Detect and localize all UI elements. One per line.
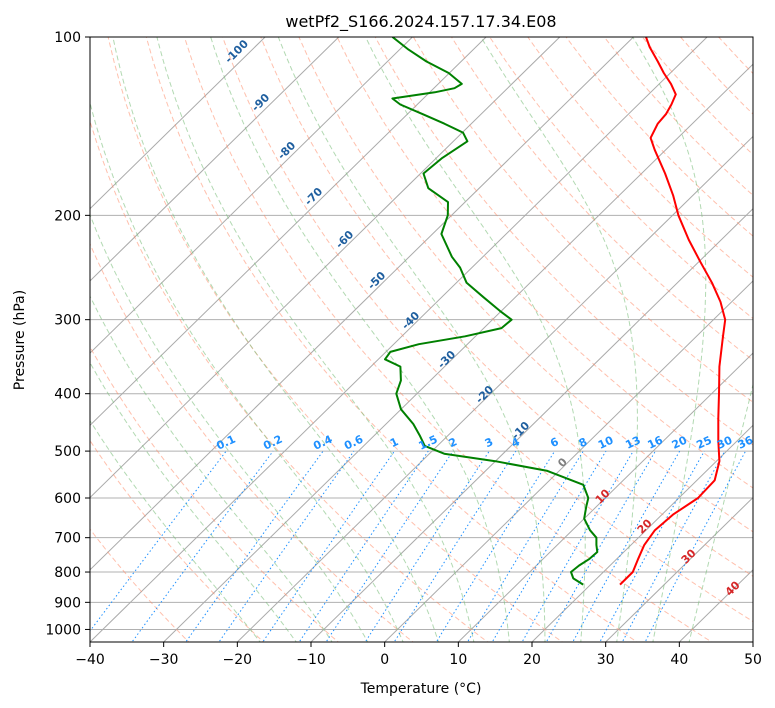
moist-adiabat-line — [90, 213, 369, 642]
dry-adiabat-line — [336, 37, 753, 489]
mixing-ratio-label: 20 — [670, 433, 690, 451]
mixing-ratio-line — [218, 450, 355, 642]
mixing-ratio-label: 10 — [596, 433, 616, 451]
moist-adiabat-line — [632, 37, 707, 642]
moist-adiabat-line — [688, 382, 753, 642]
dry-adiabat-line — [298, 37, 753, 533]
x-tick-label: 20 — [523, 652, 541, 668]
mixing-ratio-line — [185, 450, 324, 642]
isotherm-line — [90, 37, 266, 210]
isotherm-line — [90, 37, 561, 499]
moist-adiabat-line — [156, 37, 475, 642]
isotherm-line — [236, 135, 753, 642]
x-tick-label: 30 — [597, 652, 615, 668]
y-tick-label: 600 — [54, 491, 81, 507]
mixing-ratio-line — [131, 450, 274, 642]
isotherm-line — [90, 37, 487, 427]
moist-adiabat-lines — [90, 37, 753, 642]
dry-adiabat-line — [90, 242, 414, 642]
y-tick-label: 800 — [54, 565, 81, 581]
mixing-ratio-line — [599, 450, 705, 642]
dry-adiabat-line — [90, 528, 190, 642]
y-tick-label: 400 — [54, 387, 81, 403]
y-tick-label: 100 — [54, 30, 81, 46]
dry-adiabat-line — [107, 37, 564, 642]
dry-adiabat-line — [374, 37, 753, 446]
dry-adiabat-line — [489, 37, 753, 320]
mixing-ratio-line — [521, 450, 634, 642]
y-tick-label: 200 — [54, 208, 81, 224]
temperature-profile-line — [619, 37, 727, 586]
isotherm-line — [384, 280, 753, 642]
x-axis-label: Temperature (°C) — [360, 681, 482, 697]
dry-adiabat-line — [145, 37, 638, 642]
x-tick-label: −20 — [223, 652, 253, 668]
mixing-ratio-label: 36 — [736, 433, 756, 451]
dry-adiabat-line — [90, 439, 265, 642]
y-axis-label: Pressure (hPa) — [12, 290, 28, 390]
dry-adiabat-line — [222, 37, 753, 623]
profile-lines — [384, 37, 727, 586]
isotherm-line — [163, 63, 753, 642]
x-tick-label: 0 — [380, 652, 389, 668]
y-tick-label: 300 — [54, 313, 81, 329]
dry-adiabat-lines — [90, 37, 753, 642]
moist-adiabat-line — [112, 37, 440, 642]
moist-adiabat-line — [90, 419, 261, 642]
isotherm-line — [90, 37, 708, 642]
mixing-ratio-line — [393, 450, 517, 642]
chart-title: wetPf2_S166.2024.157.17.34.E08 — [285, 12, 556, 32]
isotherm-line — [90, 37, 413, 354]
isotherm-line — [90, 37, 634, 571]
moist-adiabat-line — [480, 37, 638, 642]
isotherm-line — [605, 496, 753, 642]
y-tick-label: 1000 — [45, 622, 81, 638]
y-tick-label: 900 — [54, 595, 81, 611]
moist-adiabat-line — [277, 37, 546, 642]
y-tick-label: 500 — [54, 444, 81, 460]
x-tick-label: −30 — [149, 652, 179, 668]
dry-adiabat-line — [183, 37, 713, 642]
mixing-ratio-line — [491, 450, 607, 642]
plot-frame — [89, 36, 754, 643]
x-tick-label: 10 — [449, 652, 467, 668]
mixing-ratio-label: 13 — [623, 434, 642, 452]
mixing-ratio-label: 16 — [646, 433, 666, 451]
moist-adiabat-line — [90, 295, 333, 642]
moist-adiabat-line — [90, 100, 404, 642]
x-tick-label: −10 — [296, 652, 326, 668]
mixing-ratio-line — [435, 450, 556, 642]
mixing-ratio-line — [364, 450, 490, 642]
isotherm-line — [90, 37, 340, 282]
mixing-ratio-line — [262, 450, 395, 642]
x-tick-label: 40 — [670, 652, 688, 668]
y-tick-label: 700 — [54, 531, 81, 547]
mixing-ratio-line — [325, 450, 454, 642]
x-tick-label: 50 — [744, 652, 762, 668]
axes: −40 −30 −20 −10 0 10 20 30 40 50 100 200 300 400 500 60… — [45, 30, 762, 668]
moist-adiabat-line — [210, 37, 510, 642]
mixing-ratio-line — [644, 450, 747, 642]
mixing-ratio-label: 25 — [694, 434, 713, 452]
mixing-ratio-line — [298, 450, 429, 642]
mixing-ratio-label: 30 — [715, 433, 735, 451]
isotherm-line — [531, 424, 753, 642]
dry-adiabat-line — [412, 37, 753, 403]
isotherm-lines — [90, 37, 753, 642]
mixing-ratio-lines — [90, 450, 747, 642]
isotherm-line — [457, 352, 753, 642]
x-tick-label: −40 — [75, 652, 105, 668]
dewpoint-profile-line — [384, 37, 599, 586]
dry-adiabat-line — [260, 37, 753, 577]
pressure-gridlines — [90, 37, 753, 630]
dry-adiabat-line — [90, 345, 339, 642]
dry-adiabat-line — [90, 119, 489, 642]
